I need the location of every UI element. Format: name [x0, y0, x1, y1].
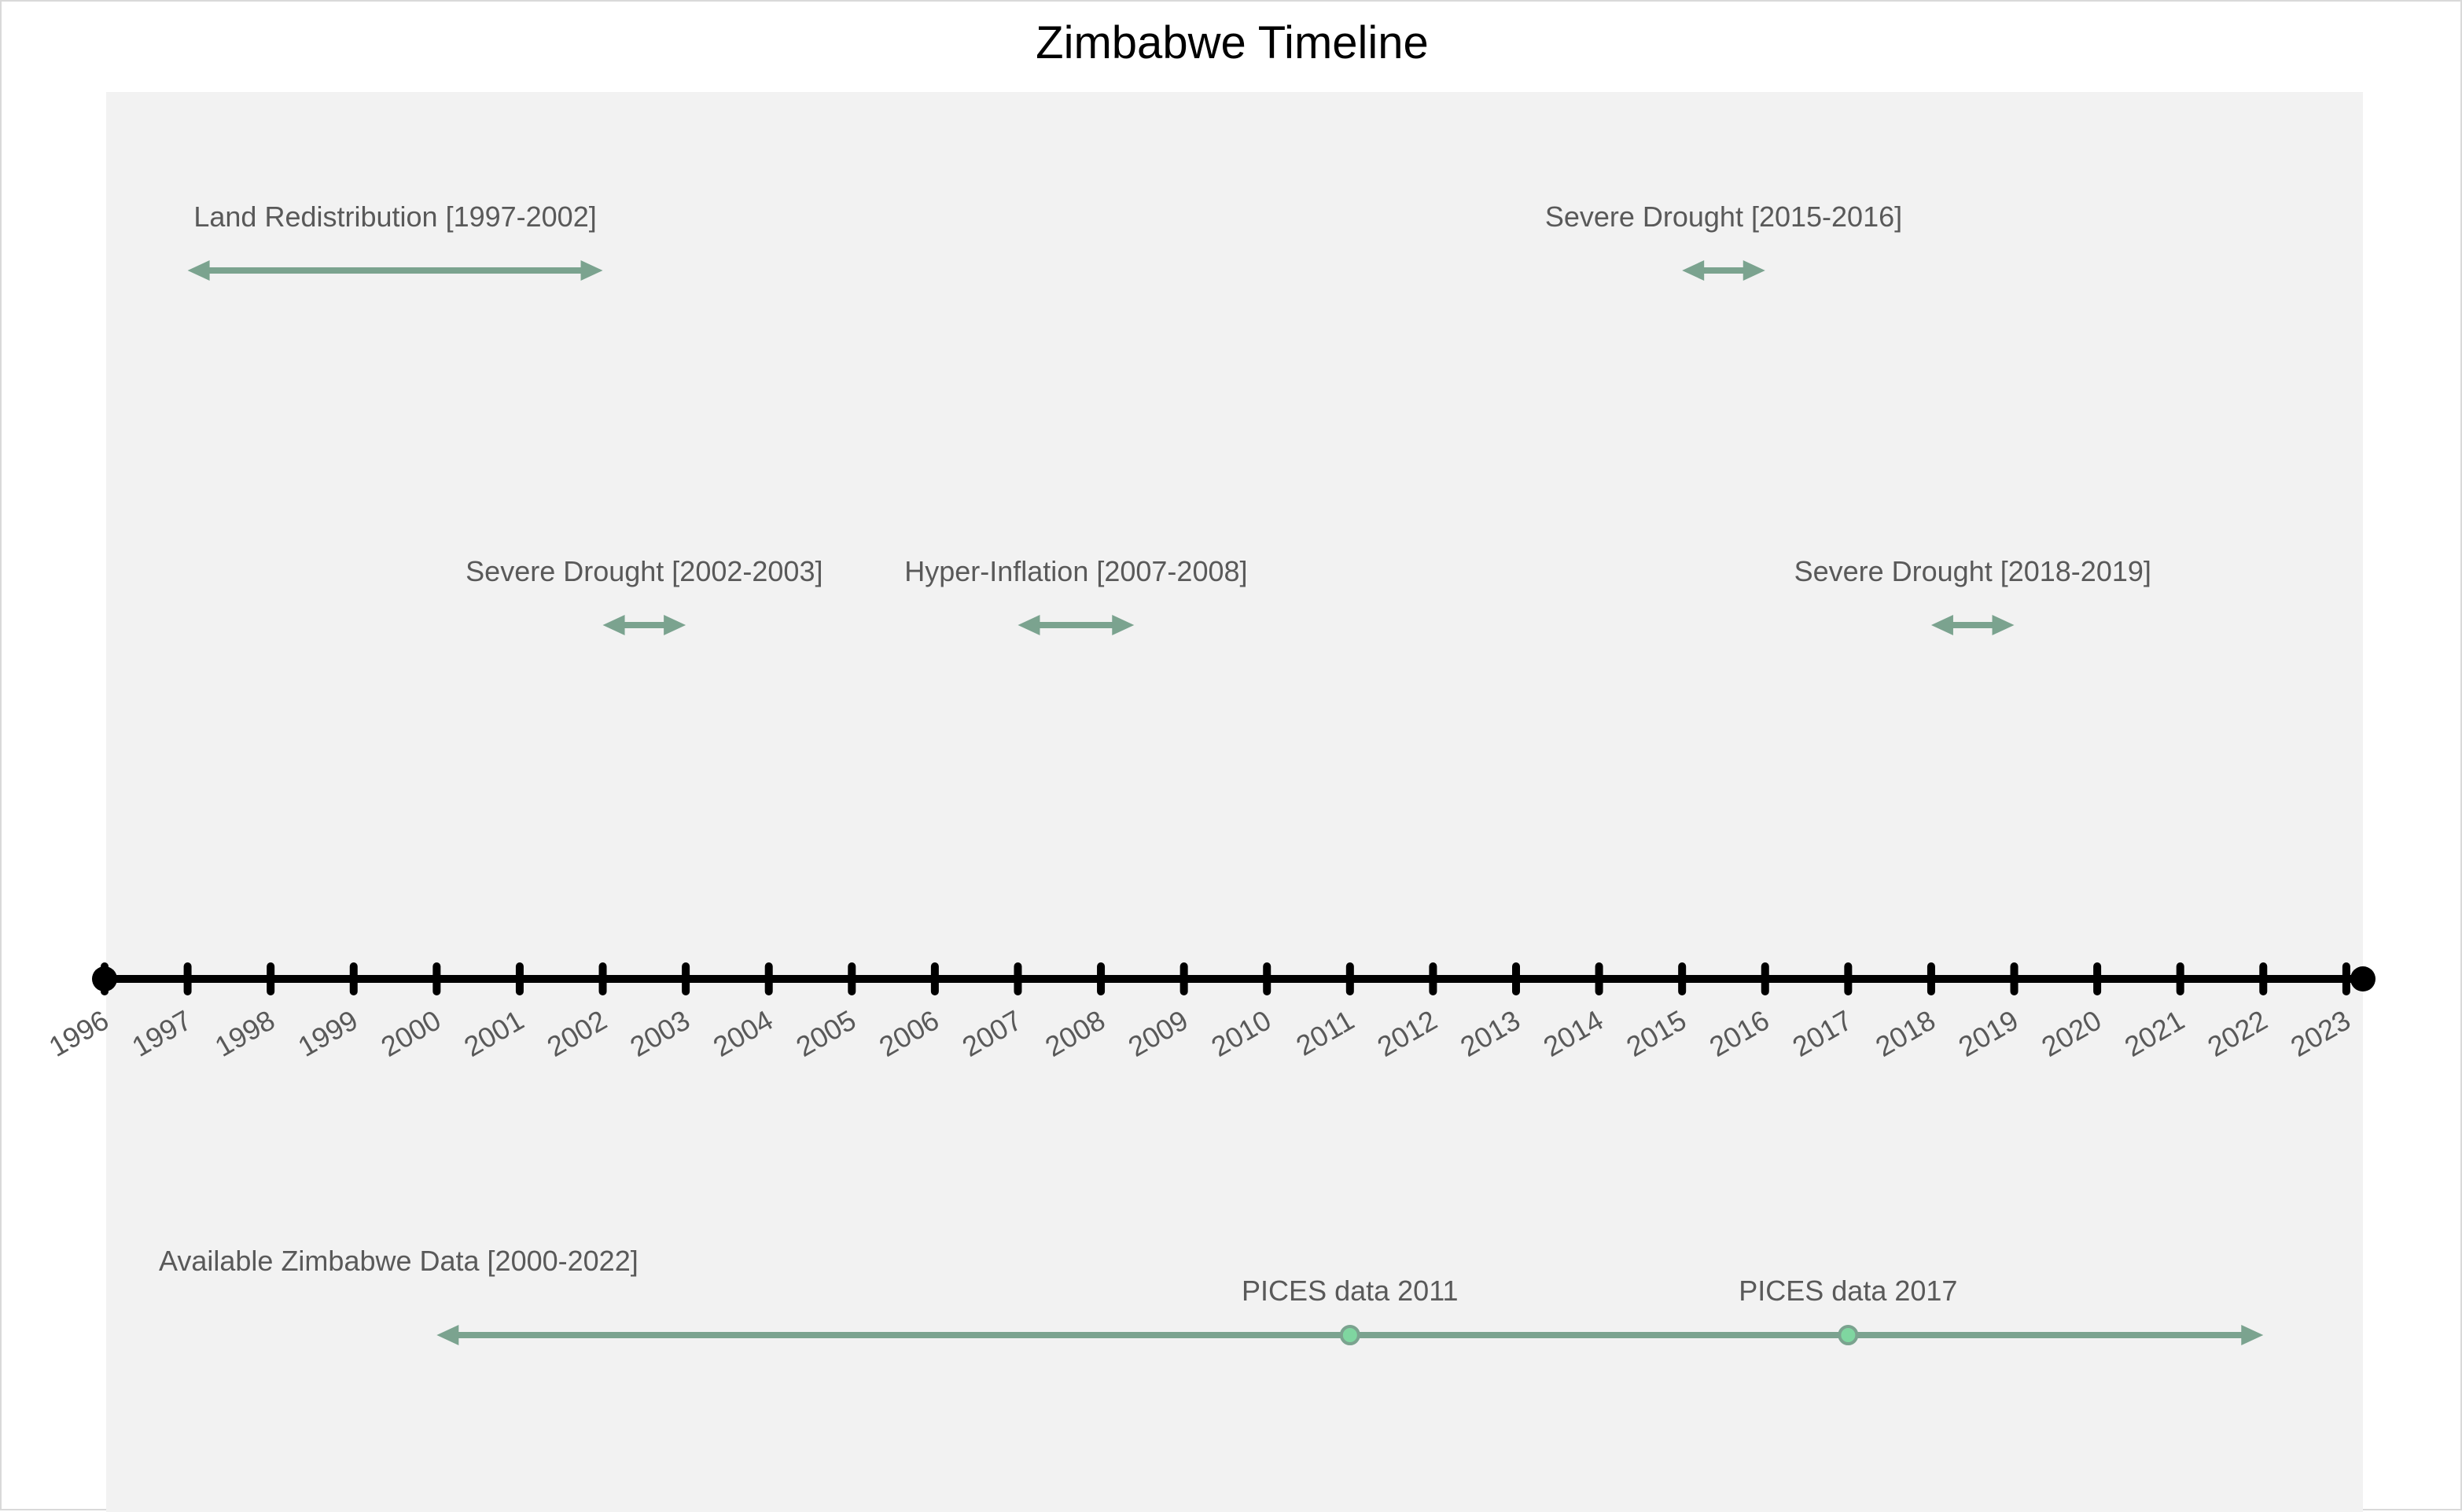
event-label: Hyper-Inflation [2007-2008]	[904, 555, 1247, 587]
event-label: Available Zimbabwe Data [2000-2022]	[159, 1245, 639, 1277]
data-point-label: PICES data 2011	[1242, 1275, 1459, 1307]
data-point-marker	[1339, 1325, 1360, 1345]
event-arrow-head-right	[1743, 260, 1765, 281]
event-arrow: Land Redistribution [1997-2002]	[187, 200, 603, 281]
event-arrow-head-left	[1682, 260, 1705, 281]
event-arrow-head-right	[580, 260, 603, 281]
data-point-marker	[1838, 1325, 1859, 1345]
chart-title: Zimbabwe Timeline	[1036, 17, 1429, 68]
event-arrow: Severe Drought [2018-2019]	[1794, 555, 2151, 635]
data-point-label: PICES data 2017	[1739, 1275, 1957, 1307]
event-label: Severe Drought [2002-2003]	[466, 555, 823, 587]
event-arrow-head-right	[1992, 615, 2015, 635]
data-points-layer: PICES data 2011 PICES data 2017	[1242, 1275, 1957, 1345]
event-arrow-head-left	[602, 615, 625, 635]
event-arrow-head-right	[2241, 1325, 2264, 1345]
event-arrow: Severe Drought [2015-2016]	[1545, 200, 1902, 281]
event-arrow-head-left	[1018, 615, 1040, 635]
event-arrow: Severe Drought [2002-2003]	[466, 555, 823, 635]
event-arrow-head-left	[1930, 615, 1953, 635]
event-arrow-head-left	[436, 1325, 459, 1345]
plot-area	[106, 92, 2363, 1512]
event-arrow-head-right	[1112, 615, 1135, 635]
tick-label: 1996	[43, 1003, 114, 1063]
event-arrow-head-left	[187, 260, 210, 281]
event-label: Severe Drought [2018-2019]	[1794, 555, 2151, 587]
axis-end-cap	[2350, 966, 2376, 991]
event-arrow-head-right	[664, 615, 686, 635]
event-arrow: Hyper-Inflation [2007-2008]	[904, 555, 1248, 635]
event-label: Land Redistribution [1997-2002]	[193, 200, 596, 233]
event-label: Severe Drought [2015-2016]	[1545, 200, 1902, 233]
time-axis	[92, 962, 2376, 995]
